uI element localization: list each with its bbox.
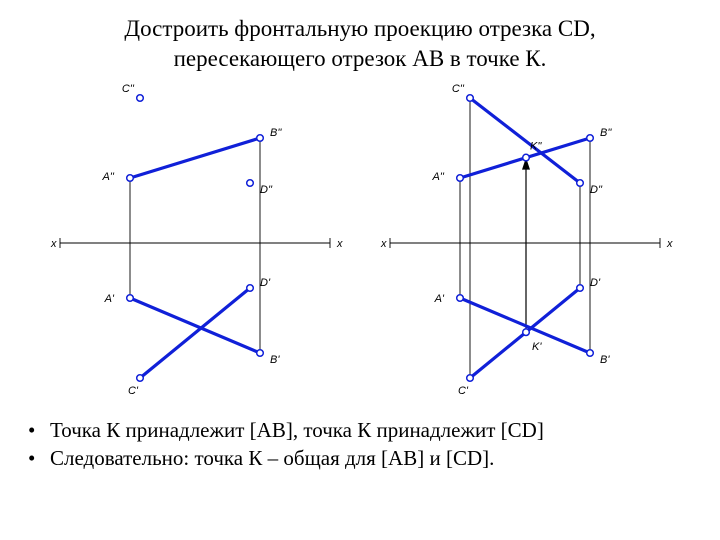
title-line-2: пересекающего отрезок АВ в точке К. <box>174 46 547 71</box>
diagrams-row: x x A'' B'' C'' D'' A' B' C' D' x x A'' B'' C'' D'' K''… <box>0 78 720 408</box>
page-title: Достроить фронтальную проекцию отрезка C… <box>0 0 720 78</box>
bullet-dot-icon: • <box>28 416 50 444</box>
svg-text:K'': K'' <box>530 140 542 152</box>
svg-text:B': B' <box>270 354 280 366</box>
diagram-left-svg: x x A'' B'' C'' D'' A' B' C' D' <box>45 78 345 408</box>
svg-text:B'': B'' <box>270 127 282 139</box>
svg-text:D'': D'' <box>260 184 273 196</box>
svg-text:C'': C'' <box>452 83 465 95</box>
bullet-item: • Точка К принадлежит [AB], точка К прин… <box>28 416 692 444</box>
title-line-1: Достроить фронтальную проекцию отрезка C… <box>124 16 595 41</box>
svg-text:x: x <box>380 238 387 250</box>
bullet-text: Следовательно: точка К – общая для [AB] … <box>50 444 494 472</box>
svg-text:x: x <box>50 238 57 250</box>
svg-text:D'': D'' <box>590 184 603 196</box>
diagram-right: x x A'' B'' C'' D'' K'' A' B' C' D' K' <box>375 78 675 408</box>
svg-text:A'': A'' <box>431 171 444 183</box>
svg-text:C': C' <box>458 385 469 397</box>
svg-text:x: x <box>336 238 343 250</box>
svg-text:A': A' <box>104 293 115 305</box>
svg-text:D': D' <box>260 277 271 289</box>
svg-text:C': C' <box>128 385 139 397</box>
bullet-list: • Точка К принадлежит [AB], точка К прин… <box>0 408 720 473</box>
svg-text:B': B' <box>600 354 610 366</box>
diagram-right-svg: x x A'' B'' C'' D'' K'' A' B' C' D' K' <box>375 78 675 408</box>
svg-text:A'': A'' <box>101 171 114 183</box>
diagram-left: x x A'' B'' C'' D'' A' B' C' D' <box>45 78 345 408</box>
svg-text:B'': B'' <box>600 127 612 139</box>
bullet-item: • Следовательно: точка К – общая для [AB… <box>28 444 692 472</box>
svg-text:K': K' <box>532 341 542 353</box>
bullet-dot-icon: • <box>28 444 50 472</box>
svg-text:D': D' <box>590 277 601 289</box>
svg-text:x: x <box>666 238 673 250</box>
bullet-text: Точка К принадлежит [AB], точка К принад… <box>50 416 544 444</box>
svg-text:C'': C'' <box>122 83 135 95</box>
svg-text:A': A' <box>434 293 445 305</box>
